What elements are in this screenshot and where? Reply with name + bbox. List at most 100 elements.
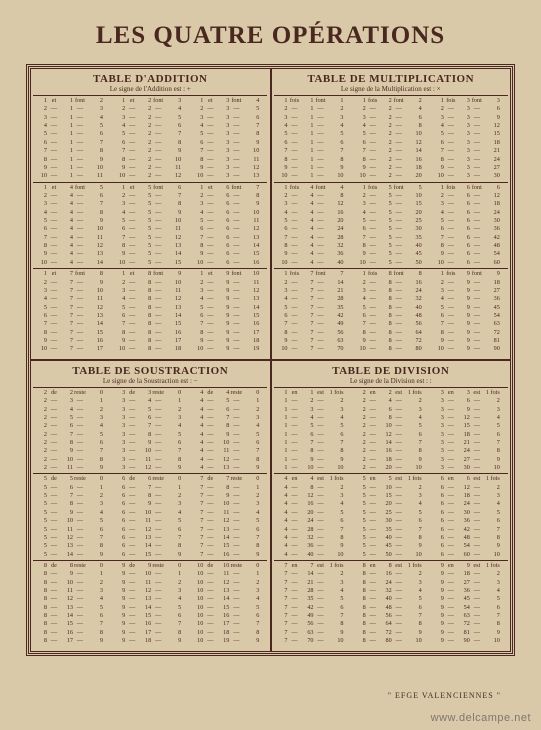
block-header: 1fois4font4: [274, 184, 352, 192]
table-row: 3—5—15: [352, 200, 430, 208]
table-row: 3—1—3: [274, 114, 352, 122]
table-row: 7—13—6: [189, 526, 267, 534]
table-row: 4—11—7: [189, 447, 267, 455]
table-row: 9—2—11: [111, 164, 189, 172]
table-block: 6de6reste06—7—16—8—26—9—36—10—46—11—56—1…: [111, 473, 189, 560]
table-row: 1—5—5: [274, 422, 352, 430]
table-row: 3—12—4: [430, 414, 508, 422]
table-row: 6—48—8: [430, 534, 508, 542]
addition-subtitle: Le signe de l'Addition est : +: [33, 85, 268, 93]
table-row: 10—5—15: [111, 259, 189, 267]
table-row: 9—16—7: [111, 620, 189, 628]
table-row: 4—10—6: [189, 439, 267, 447]
table-row: 6—5—11: [111, 225, 189, 233]
table-row: 2—1—3: [33, 105, 111, 113]
table-row: 8—64—8: [352, 620, 430, 628]
table-row: 3—15—5: [430, 422, 508, 430]
table-row: 3—9—6: [111, 439, 189, 447]
table-row: 3—10—7: [111, 447, 189, 455]
table-row: 4—16—4: [274, 500, 352, 508]
table-row: 5—7—2: [33, 492, 111, 500]
table-row: 3—6—3: [111, 414, 189, 422]
table-row: 8—1—8: [274, 156, 352, 164]
table-row: 6—54—9: [430, 542, 508, 550]
table-row: 4—8—32: [352, 295, 430, 303]
table-row: 5—6—30: [430, 217, 508, 225]
table-row: 10—9—19: [189, 345, 267, 353]
table-row: 5—30—6: [352, 517, 430, 525]
table-row: 2—5—7: [111, 192, 189, 200]
table-row: 10—11—1: [189, 570, 267, 578]
table-block: 1et5font62—5—73—5—84—5—95—5—106—5—117—5—…: [111, 182, 189, 269]
table-block: 6en6est1 fois6—12—26—18—36—24—46—30—56—3…: [430, 473, 508, 560]
table-block: 1et7font82—7—93—7—104—7—115—7—126—7—137—…: [33, 268, 111, 355]
table-row: 6—18—3: [430, 492, 508, 500]
table-row: 4—7—3: [189, 414, 267, 422]
block-header: 1et7font8: [33, 270, 111, 278]
table-row: 4—8—2: [274, 484, 352, 492]
table-row: 9—4—36: [274, 250, 352, 258]
table-row: 10—13—3: [189, 587, 267, 595]
table-row: 9—72—8: [430, 620, 508, 628]
table-block: 3en3est1 fois3—6—23—9—33—12—43—15—53—18—…: [430, 387, 508, 474]
table-row: 6—8—48: [352, 312, 430, 320]
table-row: 10—8—18: [111, 345, 189, 353]
table-row: 2—7—5: [33, 431, 111, 439]
table-row: 9—8—72: [352, 337, 430, 345]
table-row: 2—3—1: [33, 397, 111, 405]
block-header: 9de9reste0: [111, 562, 189, 570]
table-row: 2—12—6: [352, 431, 430, 439]
quadrant-addition: TABLE D'ADDITION Le signe de l'Addition …: [30, 68, 271, 360]
table-row: 5—7—35: [274, 304, 352, 312]
table-row: 5—9—4: [33, 509, 111, 517]
table-row: 9—18—2: [430, 570, 508, 578]
table-row: 8—14—6: [33, 612, 111, 620]
table-row: 9—14—5: [111, 604, 189, 612]
table-row: 6—5—30: [352, 225, 430, 233]
quadrant-multiplication: TABLE DE MULTIPLICATION Le signe de la M…: [271, 68, 512, 360]
table-row: 1—6—6: [274, 431, 352, 439]
table-row: 4—32—8: [274, 534, 352, 542]
table-row: 5—15—3: [352, 492, 430, 500]
table-row: 8—32—4: [352, 587, 430, 595]
table-row: 3—27—9: [430, 456, 508, 464]
table-row: 8—9—17: [189, 329, 267, 337]
table-block: 1et1font22—1—33—1—44—1—55—1—66—1—77—1—88…: [33, 95, 111, 182]
table-row: 8—4—32: [274, 242, 352, 250]
table-row: 6—15—9: [111, 551, 189, 559]
block-header: 2en2est1 fois: [352, 389, 430, 397]
table-row: 9—2—18: [352, 164, 430, 172]
block-header: 1fois1font1: [274, 97, 352, 105]
block-header: 1fois7font7: [274, 270, 352, 278]
table-row: 2—10—5: [352, 422, 430, 430]
table-row: 9—3—27: [430, 164, 508, 172]
table-row: 6—8—14: [111, 312, 189, 320]
table-row: 7—35—5: [274, 595, 352, 603]
table-row: 6—1—6: [274, 139, 352, 147]
table-block: 1et9font102—9—113—9—124—9—135—9—146—9—15…: [189, 268, 267, 355]
table-row: 7—63—9: [274, 629, 352, 637]
block-header: 6en6est1 fois: [430, 475, 508, 483]
table-row: 2—9—18: [430, 279, 508, 287]
table-row: 8—3—24: [430, 156, 508, 164]
table-row: 6—2—12: [352, 139, 430, 147]
block-header: 1et5font6: [111, 184, 189, 192]
table-row: 8—5—40: [352, 242, 430, 250]
table-row: 1—2—2: [274, 397, 352, 405]
table-row: 3—6—18: [430, 200, 508, 208]
table-row: 2—3—5: [189, 105, 267, 113]
table-row: 9—3—12: [189, 164, 267, 172]
tables-frame: TABLE D'ADDITION Le signe de l'Addition …: [26, 64, 515, 656]
table-row: 3—8—24: [352, 287, 430, 295]
block-header: 7en7est1 fois: [274, 562, 352, 570]
table-row: 3—24—8: [430, 447, 508, 455]
table-row: 2—18—9: [352, 456, 430, 464]
table-row: 2—8—10: [111, 279, 189, 287]
table-row: 4—9—13: [189, 295, 267, 303]
table-row: 5—45—9: [352, 542, 430, 550]
table-row: 7—5—35: [352, 234, 430, 242]
table-row: 5—6—1: [33, 484, 111, 492]
table-row: 4—2—8: [352, 122, 430, 130]
main-title: LES QUATRE OPÉRATIONS: [26, 22, 515, 50]
table-row: 9—90—10: [430, 637, 508, 645]
